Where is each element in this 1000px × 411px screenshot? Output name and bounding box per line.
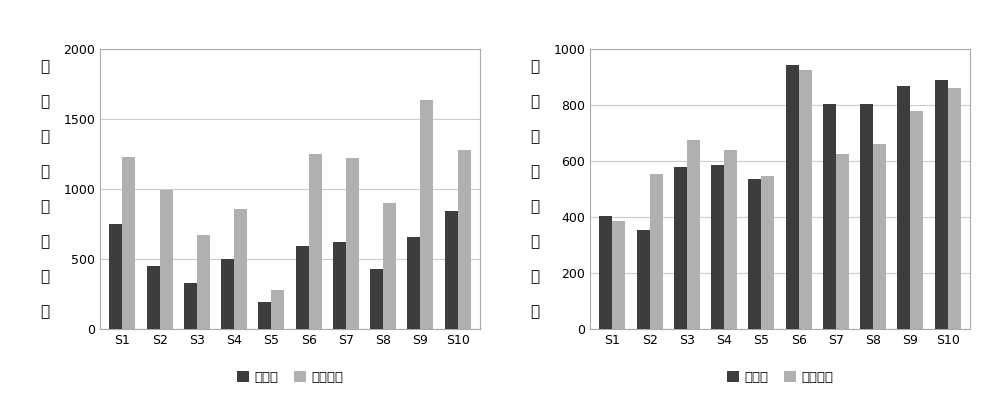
Bar	[258, 302, 271, 329]
Text: ）: ）	[40, 304, 50, 319]
Bar	[383, 203, 396, 329]
Bar	[637, 230, 650, 329]
Text: （: （	[530, 234, 540, 249]
Text: 过: 过	[530, 94, 540, 109]
Bar	[184, 283, 197, 329]
Bar	[147, 266, 160, 329]
Bar	[420, 99, 433, 329]
Bar	[458, 150, 471, 329]
Bar	[445, 211, 458, 329]
Bar	[271, 290, 284, 329]
Text: 通: 通	[40, 164, 50, 179]
Text: 通: 通	[530, 164, 540, 179]
Bar	[234, 209, 247, 329]
Legend: 原方案, 优化方案: 原方案, 优化方案	[237, 371, 343, 384]
Bar	[650, 174, 663, 329]
Text: 过: 过	[40, 94, 50, 109]
Bar	[599, 216, 612, 329]
Text: 通: 通	[40, 59, 50, 74]
Text: 量: 量	[530, 199, 540, 214]
Bar	[407, 237, 420, 329]
Bar	[860, 104, 873, 329]
Bar	[786, 65, 799, 329]
Bar	[221, 259, 234, 329]
Bar	[799, 70, 812, 329]
Text: （: （	[40, 234, 50, 249]
Bar	[748, 179, 761, 329]
Text: 辆: 辆	[530, 269, 540, 284]
Bar	[836, 154, 849, 329]
Bar	[346, 158, 359, 329]
Text: 量: 量	[40, 199, 50, 214]
Bar	[122, 157, 135, 329]
Legend: 原方案, 优化方案: 原方案, 优化方案	[727, 371, 833, 384]
Text: 通: 通	[530, 59, 540, 74]
Bar	[333, 242, 346, 329]
Bar	[296, 246, 309, 329]
Bar	[370, 269, 383, 329]
Bar	[897, 85, 910, 329]
Bar	[612, 221, 625, 329]
Bar	[823, 104, 836, 329]
Bar	[160, 190, 173, 329]
Bar	[687, 140, 700, 329]
Bar	[935, 80, 948, 329]
Bar	[761, 176, 774, 329]
Bar	[309, 154, 322, 329]
Bar	[910, 111, 923, 329]
Text: 交: 交	[40, 129, 50, 144]
Text: 辆: 辆	[40, 269, 50, 284]
Text: ）: ）	[530, 304, 540, 319]
Text: 交: 交	[530, 129, 540, 144]
Bar	[948, 88, 961, 329]
Bar	[711, 165, 724, 329]
Bar	[197, 235, 210, 329]
Bar	[109, 224, 122, 329]
Bar	[873, 144, 886, 329]
Bar	[724, 150, 737, 329]
Bar	[674, 167, 687, 329]
